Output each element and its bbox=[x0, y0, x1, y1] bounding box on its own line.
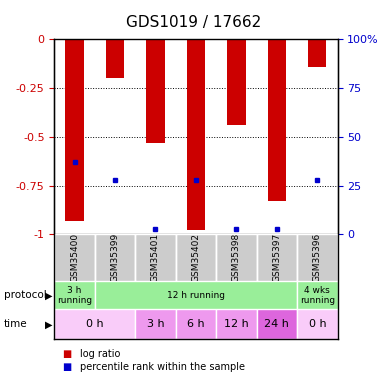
Text: ■: ■ bbox=[62, 350, 71, 359]
Text: 3 h: 3 h bbox=[147, 320, 164, 329]
Text: GSM35399: GSM35399 bbox=[111, 233, 120, 282]
Bar bbox=[135, 234, 176, 281]
Text: 0 h: 0 h bbox=[308, 320, 326, 329]
Bar bbox=[216, 234, 256, 281]
Bar bbox=[297, 234, 338, 281]
Text: percentile rank within the sample: percentile rank within the sample bbox=[80, 362, 244, 372]
Text: ■: ■ bbox=[62, 362, 71, 372]
Text: 12 h running: 12 h running bbox=[167, 291, 225, 300]
Bar bbox=[308, 39, 326, 67]
Text: GSM35397: GSM35397 bbox=[272, 233, 281, 282]
Bar bbox=[135, 309, 176, 339]
Text: GSM35401: GSM35401 bbox=[151, 233, 160, 282]
Bar bbox=[227, 39, 246, 125]
Bar bbox=[106, 39, 124, 78]
Text: log ratio: log ratio bbox=[80, 350, 120, 359]
Text: GSM35396: GSM35396 bbox=[313, 233, 322, 282]
Bar bbox=[95, 234, 135, 281]
Bar bbox=[54, 309, 135, 339]
Text: 6 h: 6 h bbox=[187, 320, 205, 329]
Bar bbox=[176, 309, 216, 339]
Bar bbox=[268, 39, 286, 201]
Text: 24 h: 24 h bbox=[265, 320, 289, 329]
Text: 3 h
running: 3 h running bbox=[57, 286, 92, 305]
Bar bbox=[54, 281, 95, 309]
Text: time: time bbox=[4, 320, 28, 329]
Bar bbox=[95, 281, 297, 309]
Bar bbox=[256, 234, 297, 281]
Bar bbox=[146, 39, 165, 143]
Bar bbox=[297, 309, 338, 339]
Text: 12 h: 12 h bbox=[224, 320, 249, 329]
Text: GSM35402: GSM35402 bbox=[191, 233, 201, 282]
Bar bbox=[297, 281, 338, 309]
Text: GDS1019 / 17662: GDS1019 / 17662 bbox=[126, 15, 262, 30]
Text: ▶: ▶ bbox=[45, 320, 52, 329]
Text: protocol: protocol bbox=[4, 290, 47, 300]
Bar bbox=[54, 234, 95, 281]
Text: ▶: ▶ bbox=[45, 290, 52, 300]
Bar bbox=[66, 39, 84, 221]
Bar bbox=[216, 309, 256, 339]
Text: GSM35400: GSM35400 bbox=[70, 233, 79, 282]
Bar bbox=[187, 39, 205, 231]
Bar bbox=[256, 309, 297, 339]
Bar bbox=[176, 234, 216, 281]
Text: GSM35398: GSM35398 bbox=[232, 233, 241, 282]
Text: 4 wks
running: 4 wks running bbox=[300, 286, 335, 305]
Text: 0 h: 0 h bbox=[86, 320, 104, 329]
